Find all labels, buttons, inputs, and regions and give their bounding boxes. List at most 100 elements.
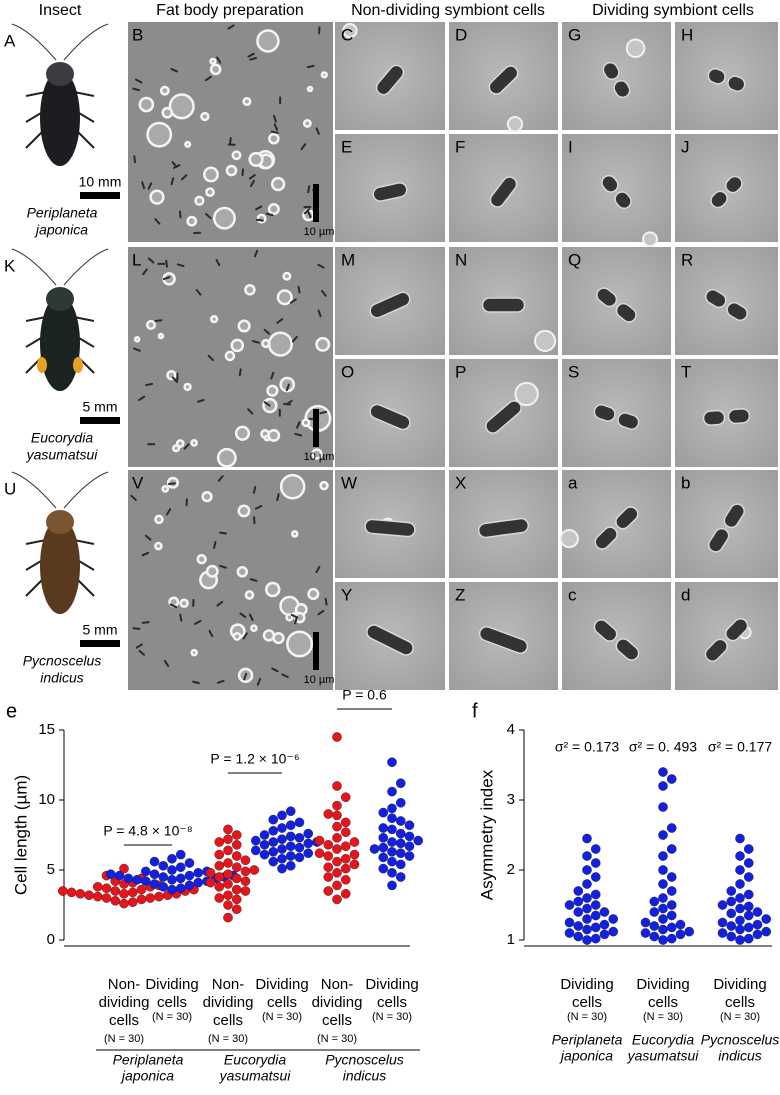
- data-point: [286, 832, 295, 841]
- data-point: [128, 898, 137, 907]
- data-point: [641, 928, 650, 937]
- data-point: [744, 844, 753, 853]
- species-name: japonica: [120, 1068, 174, 1084]
- x-category-label: cells: [157, 994, 187, 1011]
- data-point: [396, 839, 405, 848]
- y-tick-label: 3: [507, 791, 515, 808]
- droplet: [262, 340, 269, 347]
- data-point: [735, 925, 744, 934]
- data-point: [341, 818, 350, 827]
- symbiont: [166, 261, 167, 267]
- data-point: [650, 907, 659, 916]
- data-point: [167, 875, 176, 884]
- data-point: [667, 900, 676, 909]
- data-point: [167, 885, 176, 894]
- data-point: [658, 879, 667, 888]
- droplet: [251, 626, 256, 631]
- x-category-label: dividing: [203, 994, 254, 1011]
- symbiont: [180, 211, 181, 217]
- droplet: [272, 178, 284, 190]
- data-point: [582, 904, 591, 913]
- data-point: [667, 934, 676, 943]
- scale-label: 5 mm: [83, 399, 118, 415]
- data-point: [387, 804, 396, 813]
- panel-letter: D: [455, 25, 467, 44]
- symbiont: [133, 628, 139, 629]
- data-point: [735, 879, 744, 888]
- scale-bar: [313, 184, 319, 222]
- data-point: [119, 899, 128, 908]
- symbiont: [169, 483, 175, 484]
- x-category-label: Dividing: [713, 976, 766, 993]
- droplet: [206, 188, 213, 195]
- data-point: [405, 842, 414, 851]
- x-category-label: Dividing: [636, 976, 689, 993]
- y-tick-label: 4: [507, 721, 515, 738]
- data-point: [582, 865, 591, 874]
- symbiont: [320, 412, 326, 413]
- species-name: yasumatsui: [627, 1048, 700, 1064]
- data-point: [650, 897, 659, 906]
- data-point: [286, 842, 295, 851]
- data-point: [350, 837, 359, 846]
- droplet: [250, 153, 263, 166]
- data-point: [232, 905, 241, 914]
- droplet: [284, 273, 290, 279]
- droplet: [218, 449, 235, 466]
- species-name: Periplaneta: [27, 205, 98, 221]
- droplet: [508, 117, 522, 131]
- y-tick-label: 5: [47, 861, 55, 878]
- n-label: (N = 30): [152, 1011, 192, 1023]
- droplet: [303, 420, 309, 426]
- data-point: [735, 865, 744, 874]
- data-point: [223, 870, 232, 879]
- data-point: [286, 807, 295, 816]
- droplet: [227, 166, 236, 175]
- data-point: [159, 882, 168, 891]
- cell: [482, 298, 524, 312]
- droplet: [308, 87, 312, 91]
- insect-head: [46, 62, 74, 86]
- droplet: [214, 208, 234, 228]
- species-name: Periplaneta: [113, 1052, 184, 1068]
- insect-mark: [73, 357, 83, 373]
- panel-letter: C: [341, 25, 353, 44]
- data-point: [582, 893, 591, 902]
- data-point: [735, 893, 744, 902]
- data-point: [718, 918, 727, 927]
- data-point: [176, 884, 185, 893]
- data-point: [232, 874, 241, 883]
- species-name: indicus: [343, 1068, 387, 1084]
- data-point: [241, 886, 250, 895]
- data-point: [753, 930, 762, 939]
- data-point: [341, 854, 350, 863]
- droplet: [236, 427, 249, 440]
- data-point: [223, 891, 232, 900]
- species-name: Pycnoscelus: [325, 1052, 404, 1068]
- droplet: [257, 30, 278, 51]
- data-point: [251, 846, 260, 855]
- symbiont: [277, 494, 278, 500]
- data-point: [387, 847, 396, 856]
- scale-bar: [313, 409, 319, 447]
- data-point: [609, 914, 618, 923]
- data-point: [379, 864, 388, 873]
- insect-antenna: [64, 24, 108, 60]
- droplet: [185, 384, 191, 390]
- data-point: [150, 879, 159, 888]
- data-point: [396, 816, 405, 825]
- symbiont: [220, 533, 226, 534]
- data-point: [350, 850, 359, 859]
- data-point: [206, 878, 215, 887]
- data-point: [176, 863, 185, 872]
- panel-letter: Q: [568, 250, 581, 269]
- panel-letter: V: [132, 473, 144, 492]
- data-point: [387, 825, 396, 834]
- panel-letter: X: [455, 473, 466, 492]
- symbiont: [143, 622, 149, 623]
- data-point: [111, 886, 120, 895]
- data-point: [658, 767, 667, 776]
- droplet: [245, 285, 254, 294]
- n-label: (N = 30): [643, 1011, 683, 1023]
- droplet: [246, 591, 253, 598]
